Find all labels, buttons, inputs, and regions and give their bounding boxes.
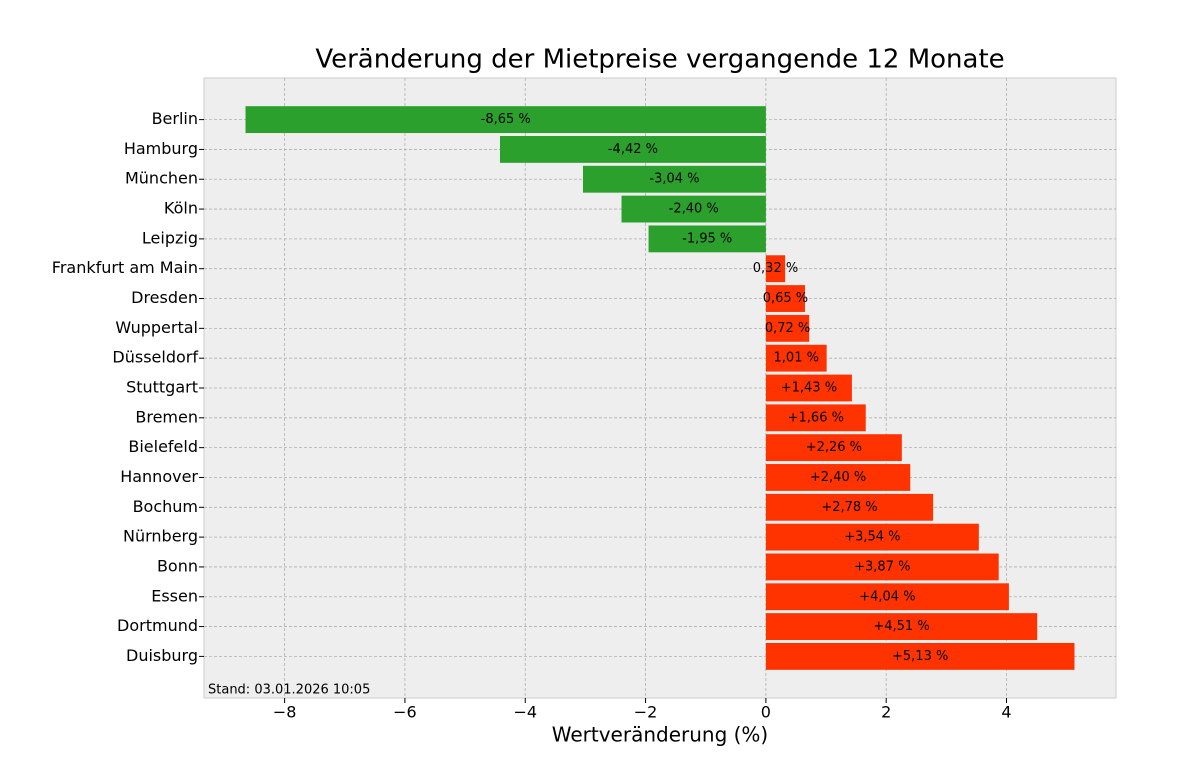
value-label: 0,32 %	[753, 261, 798, 276]
y-tick-label: Dresden	[131, 288, 198, 307]
bar	[765, 493, 934, 521]
y-tick-label: Stuttgart	[126, 378, 198, 397]
bar	[765, 434, 902, 462]
x-tick-label: −6	[393, 703, 417, 722]
value-label: -1,95 %	[682, 231, 732, 246]
x-tick-label: 0	[761, 703, 771, 722]
value-label: 0,72 %	[765, 321, 810, 336]
x-axis-label: Wertveränderung (%)	[552, 723, 769, 747]
bar	[765, 314, 810, 342]
value-label: +4,51 %	[873, 619, 929, 634]
bar	[648, 225, 766, 253]
x-tick-label: −8	[273, 703, 297, 722]
x-tick-label: −2	[634, 703, 658, 722]
value-label: +2,78 %	[821, 500, 877, 515]
value-label: +4,04 %	[859, 589, 915, 604]
chart-title: Veränderung der Mietpreise vergangende 1…	[315, 45, 1004, 75]
bar	[765, 255, 786, 283]
bar	[765, 374, 852, 402]
x-tick-label: 2	[881, 703, 891, 722]
bar	[765, 464, 911, 491]
x-tick-label: −4	[513, 703, 537, 722]
y-tick-label: Bremen	[135, 407, 198, 426]
x-tick-label: 4	[1001, 703, 1011, 722]
value-label: -2,40 %	[669, 202, 719, 217]
y-tick-label: Frankfurt am Main	[52, 258, 198, 277]
value-label: +1,43 %	[781, 381, 837, 396]
y-tick-label: Bonn	[157, 556, 198, 575]
bar	[765, 285, 805, 312]
value-label: -4,42 %	[608, 142, 658, 157]
y-tick-label: Berlin	[152, 109, 198, 128]
y-tick-label: Köln	[164, 199, 198, 218]
value-label: 1,01 %	[774, 351, 819, 366]
y-tick-label: Hamburg	[124, 139, 198, 158]
bar	[499, 136, 766, 163]
y-tick-label: Duisburg	[126, 646, 198, 665]
y-tick-label: München	[125, 169, 198, 188]
y-tick-label: Essen	[151, 586, 198, 605]
value-label: 0,65 %	[763, 291, 808, 306]
value-label: +2,26 %	[806, 440, 862, 455]
bar	[765, 523, 979, 551]
y-tick-label: Wuppertal	[115, 318, 198, 337]
value-label: +3,54 %	[844, 530, 900, 545]
bar	[765, 404, 866, 432]
bar	[765, 553, 999, 581]
value-label: +5,13 %	[892, 649, 948, 664]
bar	[621, 195, 766, 223]
y-tick-label: Nürnberg	[123, 527, 198, 546]
value-label: -3,04 %	[649, 172, 699, 187]
y-tick-label: Leipzig	[142, 228, 198, 247]
bar	[765, 642, 1075, 670]
y-tick-label: Düsseldorf	[112, 348, 198, 367]
y-tick-label: Bochum	[133, 497, 198, 516]
bar	[765, 613, 1038, 640]
bar	[765, 583, 1009, 611]
bar	[765, 344, 827, 372]
y-tick-label: Dortmund	[117, 616, 198, 635]
bar	[245, 106, 766, 134]
value-label: +2,40 %	[810, 470, 866, 485]
annotation: Stand: 03.01.2026 10:05	[208, 683, 370, 698]
value-label: +3,87 %	[854, 559, 910, 574]
value-label: -8,65 %	[481, 112, 531, 127]
y-tick-label: Bielefeld	[128, 437, 198, 456]
value-label: +1,66 %	[788, 410, 844, 425]
y-tick-label: Hannover	[120, 467, 198, 486]
bar	[582, 165, 766, 193]
